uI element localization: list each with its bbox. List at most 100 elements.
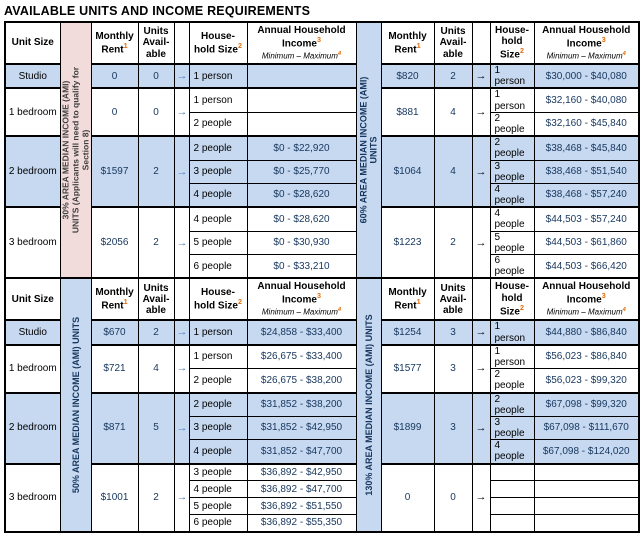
household-size-label: 1 person bbox=[494, 65, 526, 88]
household-size-label: 4 people bbox=[494, 183, 525, 207]
income-range-value: $26,675 - $38,200 bbox=[260, 374, 343, 386]
household-size-label: 3 people bbox=[193, 166, 232, 178]
income-cell: $32,160 - $40,080 bbox=[533, 87, 640, 113]
monthly-rent-cell: $1899 bbox=[380, 391, 435, 465]
table-row: 5 people $0 - $30,930 5 people $44,503 - $6… bbox=[5, 230, 640, 256]
arrow-icon: → bbox=[475, 165, 487, 178]
units-available-cell: 5 bbox=[137, 391, 175, 465]
monthly-rent-header: Monthly Rent1 bbox=[380, 21, 435, 65]
income-cell: $36,892 - $55,350 bbox=[246, 514, 357, 533]
income-range-value: $24,858 - $33,400 bbox=[260, 326, 343, 338]
household-size-label: 2 people bbox=[193, 374, 232, 386]
household-size-label: 2 people bbox=[193, 142, 232, 154]
income-cell: $44,503 - $61,860 bbox=[533, 230, 640, 256]
units-available-header: Units Avail- able bbox=[137, 277, 175, 321]
household-size-cell: 4 people bbox=[188, 439, 248, 465]
rent-value: $1064 bbox=[393, 166, 422, 178]
rent-value: $1577 bbox=[393, 363, 422, 375]
range-label: Minimum – Maximum bbox=[546, 307, 623, 317]
units-available-cell: 0 bbox=[137, 87, 175, 137]
monthly-rent-cell: $1577 bbox=[380, 343, 435, 393]
footnote-marker: 4 bbox=[622, 50, 626, 57]
income-cell: $38,468 - $45,840 bbox=[533, 135, 640, 161]
household-size-cell: 4 people bbox=[188, 206, 248, 232]
header-label: Monthly Rent bbox=[95, 287, 134, 312]
household-size-label: 1 person bbox=[494, 321, 526, 344]
household-size-cell: 5 people bbox=[188, 230, 248, 256]
header-label: Monthly Rent bbox=[388, 287, 427, 312]
income-cell: $0 - $33,210 bbox=[246, 254, 357, 279]
arrow-cell: → bbox=[173, 62, 190, 89]
footnote-marker: 1 bbox=[123, 297, 128, 307]
units-available-cell: 2 bbox=[137, 135, 175, 208]
units-value: 0 bbox=[450, 492, 456, 504]
unit-size-cell: 1 bedroom bbox=[4, 87, 61, 137]
units-value: 2 bbox=[450, 237, 456, 249]
units-value: 0 bbox=[153, 106, 159, 118]
income-range-value: $36,892 - $55,350 bbox=[260, 517, 343, 529]
income-cell: $67,098 - $99,320 bbox=[533, 391, 640, 417]
household-size-label: 5 people bbox=[193, 237, 232, 249]
available-units-income-table: Unit Size 30% AREA MEDIAN INCOME (AMI) UN… bbox=[4, 20, 640, 533]
household-size-cell: 1 person bbox=[188, 87, 248, 113]
units-value: 3 bbox=[450, 422, 456, 434]
header-label: House- hold Size bbox=[495, 281, 529, 318]
household-size-label: 4 people bbox=[193, 483, 232, 495]
range-label: Minimum – Maximum bbox=[546, 51, 623, 61]
footnote-marker: 4 bbox=[337, 50, 342, 57]
income-header: Annual Household Income3 Minimum – Maximu… bbox=[533, 21, 640, 65]
units-value: 3 bbox=[450, 326, 456, 338]
arrow-cell: → bbox=[173, 135, 190, 208]
income-cell: $26,675 - $33,400 bbox=[246, 343, 357, 370]
unit-size-label: 2 bedroom bbox=[8, 166, 57, 178]
header-label: Annual Household Income bbox=[542, 24, 631, 50]
header-label: Unit Size bbox=[11, 293, 54, 305]
unit-size-label: 1 bedroom bbox=[8, 106, 57, 118]
units-available-cell: 4 bbox=[433, 135, 473, 208]
household-size-cell: 3 people bbox=[489, 415, 535, 441]
arrow-cell: → bbox=[173, 319, 190, 346]
monthly-rent-header: Monthly Rent1 bbox=[90, 21, 139, 65]
income-cell bbox=[246, 111, 357, 137]
footnote-marker: 2 bbox=[520, 302, 524, 312]
units-available-cell: 2 bbox=[137, 206, 175, 279]
household-size-cell: 2 people bbox=[188, 135, 248, 161]
household-size-label: 2 people bbox=[494, 393, 525, 416]
footnote-marker: 3 bbox=[317, 35, 321, 45]
income-range-value: $31,852 - $42,950 bbox=[260, 422, 343, 434]
footnote-marker: 2 bbox=[520, 46, 524, 56]
household-size-cell: 1 person bbox=[489, 343, 535, 370]
income-cell: $67,098 - $111,670 bbox=[533, 415, 640, 441]
income-cell: $0 - $28,620 bbox=[246, 182, 357, 208]
income-range-value: $44,503 - $57,240 bbox=[545, 213, 627, 225]
income-cell: $67,098 - $124,020 bbox=[533, 439, 640, 465]
income-range-value: $38,468 - $45,840 bbox=[545, 142, 627, 154]
income-range-value: $0 - $33,210 bbox=[273, 260, 330, 272]
household-size-header: House- hold Size2 bbox=[188, 277, 248, 321]
header-label: House- hold Size bbox=[194, 30, 238, 56]
units-available-header: Units Avail- able bbox=[433, 277, 473, 321]
range-label: Minimum – Maximum bbox=[261, 307, 338, 317]
rent-value: $1223 bbox=[393, 237, 422, 249]
arrow-cell: → bbox=[471, 462, 491, 533]
unit-size-label: Studio bbox=[18, 326, 47, 338]
monthly-rent-cell: $1001 bbox=[90, 462, 139, 533]
household-size-cell: 2 people bbox=[188, 368, 248, 393]
income-range-value: $38,468 - $51,540 bbox=[545, 166, 627, 178]
household-size-label: 1 person bbox=[494, 89, 526, 112]
income-cell: $36,892 - $47,700 bbox=[246, 480, 357, 499]
arrow-icon: → bbox=[176, 326, 188, 339]
arrow-column-header bbox=[173, 277, 190, 321]
household-size-header: House- hold Size2 bbox=[489, 21, 535, 65]
income-range-value: $31,852 - $38,200 bbox=[260, 399, 343, 411]
header-label: Annual Household Income bbox=[257, 281, 346, 306]
arrow-cell: → bbox=[471, 135, 491, 208]
table-row: 3 people $0 - $25,770 3 people $38,468 - $5… bbox=[5, 159, 640, 184]
unit-size-label: 1 bedroom bbox=[8, 363, 57, 375]
rent-value: $881 bbox=[396, 106, 419, 118]
units-value: 2 bbox=[153, 237, 159, 249]
ami-label-50: 50% AREA MEDIAN INCOME (AMI) UNITS bbox=[59, 277, 92, 533]
units-available-header: Units Avail- able bbox=[433, 21, 473, 65]
income-range-value: $31,852 - $47,700 bbox=[260, 445, 343, 457]
income-cell: $31,852 - $47,700 bbox=[246, 439, 357, 465]
